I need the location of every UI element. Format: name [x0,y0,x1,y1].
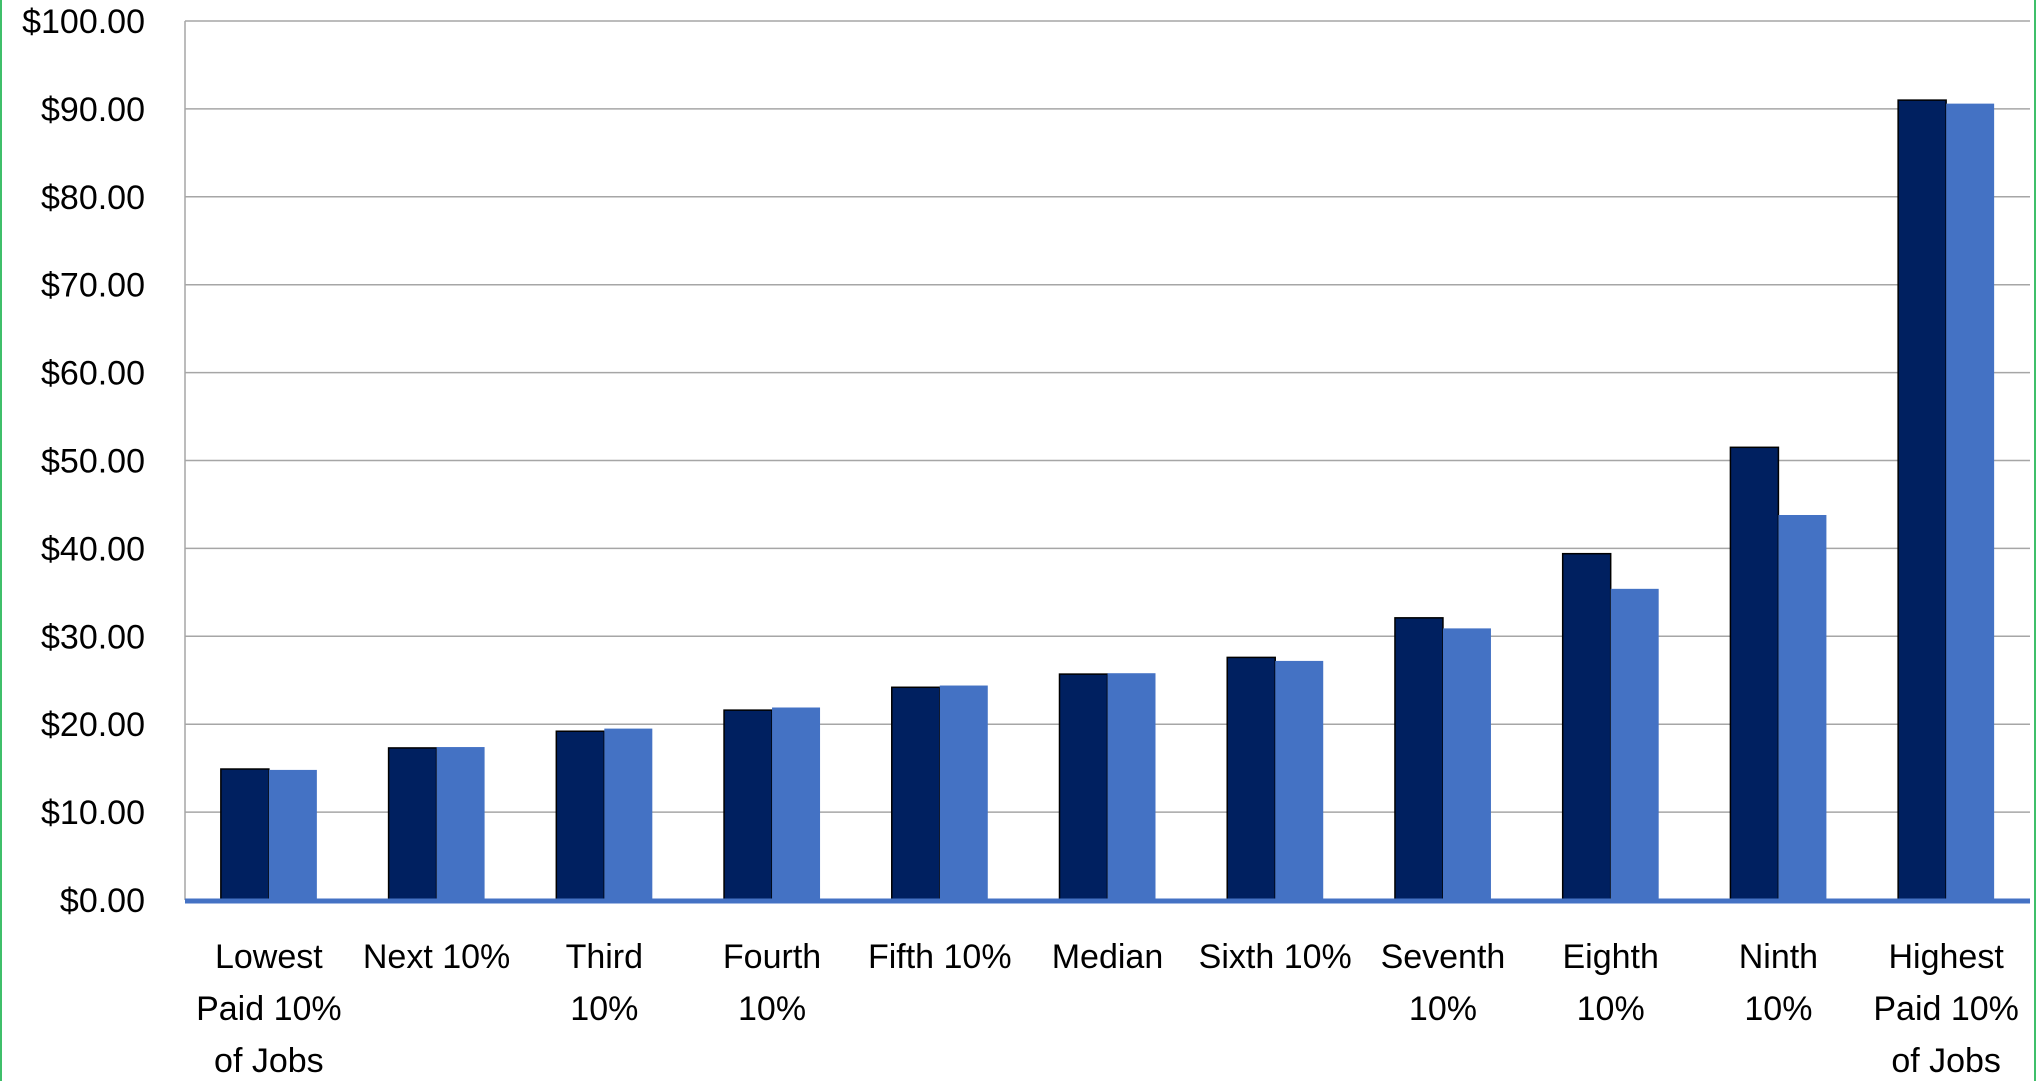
y-tick-label: $80.00 [41,179,145,217]
y-tick-label: $60.00 [41,355,145,393]
x-category-label: Paid 10% [1873,990,2019,1028]
x-category-label: 10% [738,990,806,1028]
x-category-label: Ninth [1739,938,1818,976]
bar-series-2 [1442,628,1491,900]
x-category-label: Paid 10% [196,990,342,1028]
x-category-label: 10% [1577,990,1645,1028]
x-category-labels: Lowest Paid 10% of Jobs Next 10% Third 10% Fou… [196,938,2019,1080]
bar-series-1 [1394,617,1444,901]
bar-series-2 [1107,673,1156,900]
bar-series-2 [1778,514,1827,900]
y-tick-label: $40.00 [41,530,145,568]
bars [220,99,1995,901]
bar-series-1 [723,709,773,901]
x-category-label: 10% [1409,990,1477,1028]
bar-series-2 [436,747,485,900]
x-category-label: Median [1052,938,1164,976]
bar-series-2 [772,707,821,900]
bar-series-1 [1058,673,1109,901]
y-tick-label: $70.00 [41,267,145,305]
x-category-label: Eighth [1562,938,1658,976]
y-tick-label: $90.00 [41,91,145,129]
bar-series-1 [555,730,606,901]
bar-series-1 [891,686,941,901]
x-category-label: Fifth 10% [868,938,1012,976]
x-category-label: Sixth 10% [1199,938,1352,976]
bar-series-2 [268,769,317,900]
y-tick-label: $100.00 [22,3,145,41]
bar-series-2 [604,728,653,900]
x-category-label: 10% [1744,990,1812,1028]
y-tick-label: $20.00 [41,706,145,744]
y-tick-label: $0.00 [60,882,145,920]
y-tick-label: $50.00 [41,443,145,481]
x-category-label: 10% [570,990,638,1028]
axes [184,21,2030,904]
x-category-label: Fourth [723,938,821,976]
bar-series-1 [1561,552,1612,901]
x-category-label: Highest [1888,938,2004,976]
bar-series-1 [387,747,438,901]
bar-series-2 [939,685,988,900]
y-tick-labels: $0.00 $10.00 $20.00 $30.00 $40.00 $50.00 $60.0… [22,3,145,920]
x-category-label: Third [566,938,643,976]
x-category-label: of Jobs [214,1042,324,1080]
bar-series-1 [1226,656,1276,901]
bar-series-1 [1897,99,1947,901]
x-category-label: Next 10% [363,938,510,976]
y-tick-label: $30.00 [41,618,145,656]
bar-series-2 [1946,103,1995,901]
bar-series-2 [1275,660,1324,900]
x-category-label: Lowest [215,938,323,976]
bar-series-1 [1729,446,1780,901]
x-category-label: Seventh [1381,938,1506,976]
x-category-label: of Jobs [1891,1042,2001,1080]
bar-series-1 [220,768,270,901]
y-tick-label: $10.00 [41,794,145,832]
bar-series-2 [1610,588,1659,900]
